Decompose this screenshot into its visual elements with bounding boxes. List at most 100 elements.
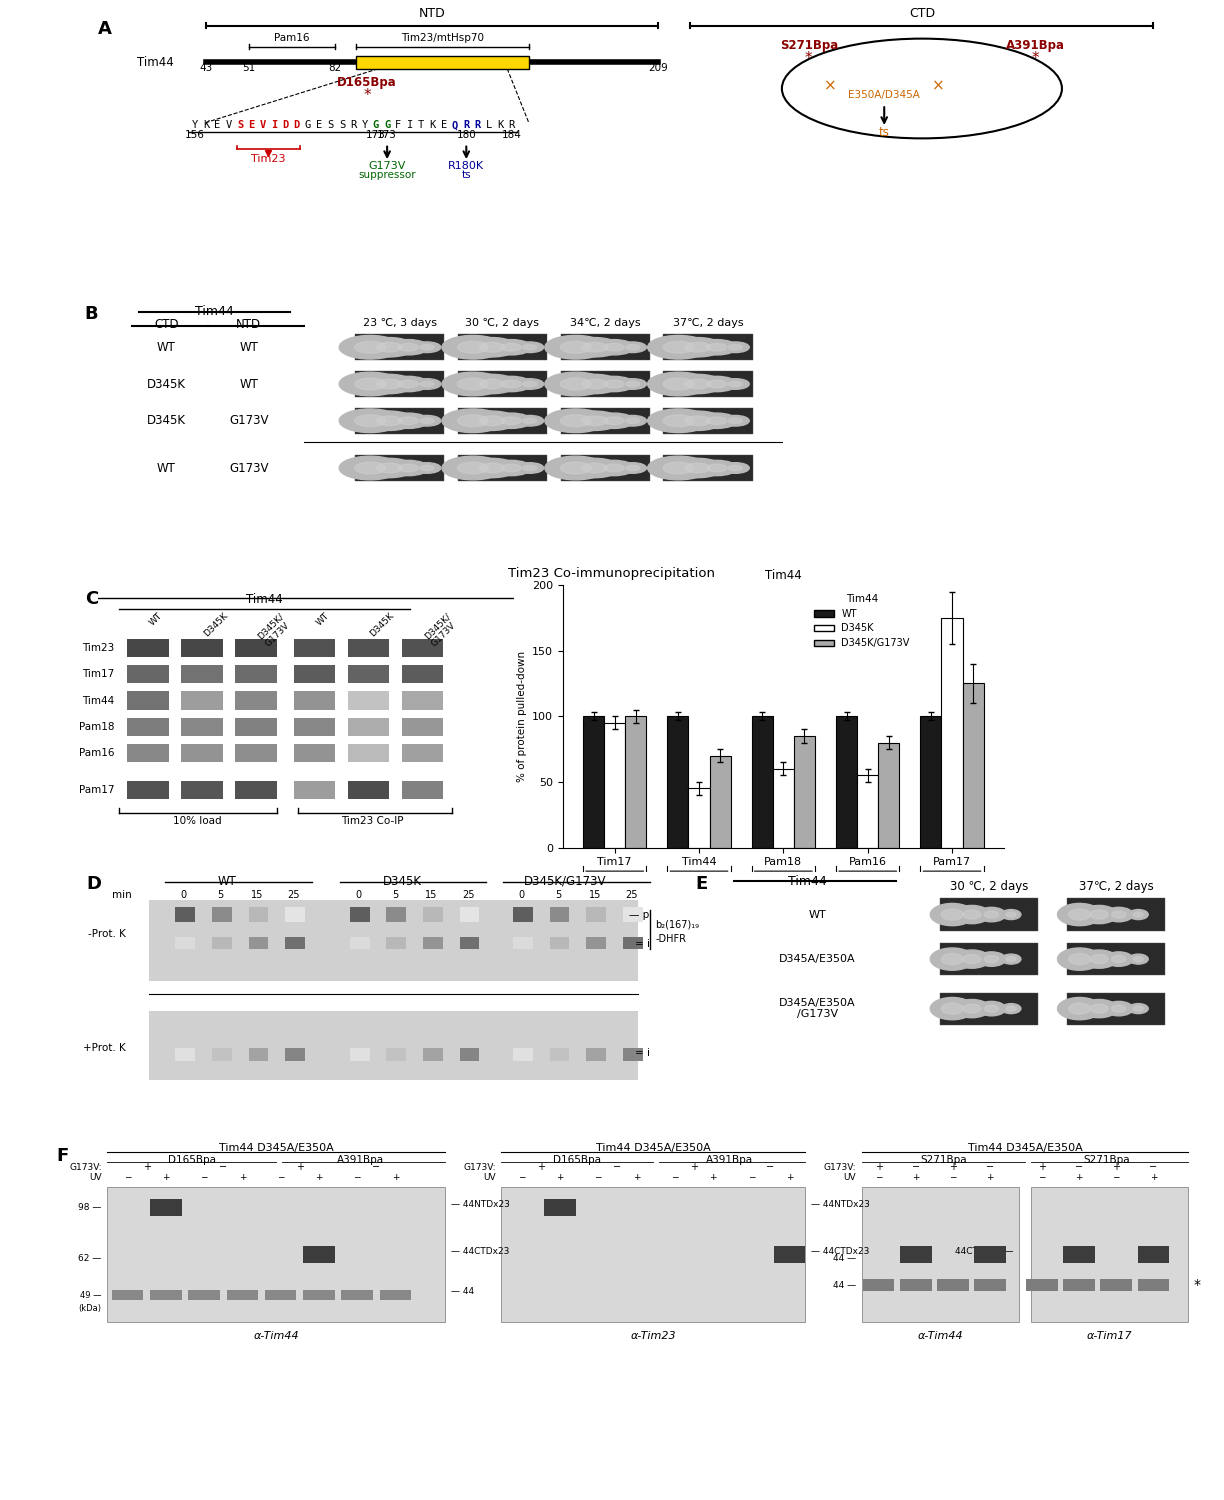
Text: −: −	[912, 1162, 919, 1172]
Bar	[151, 1290, 181, 1300]
Text: E350A/D345A: E350A/D345A	[848, 90, 920, 99]
Text: G173V:: G173V:	[824, 1162, 856, 1172]
Bar	[235, 692, 277, 709]
Circle shape	[501, 344, 521, 351]
Circle shape	[355, 416, 386, 426]
Text: +: +	[875, 1162, 883, 1172]
Bar	[355, 408, 444, 434]
Bar	[424, 908, 443, 922]
Text: −: −	[518, 1173, 525, 1182]
Circle shape	[728, 419, 742, 423]
Text: Tim44: Tim44	[195, 306, 234, 318]
Circle shape	[523, 419, 536, 423]
Text: S271Bpa: S271Bpa	[780, 39, 838, 53]
Circle shape	[545, 410, 607, 432]
Text: 43: 43	[200, 63, 212, 74]
Circle shape	[355, 462, 386, 474]
Text: Tim44 D345A/E350A: Tim44 D345A/E350A	[968, 1143, 1082, 1154]
Circle shape	[1091, 954, 1108, 963]
Circle shape	[953, 906, 990, 924]
Circle shape	[618, 342, 646, 352]
Circle shape	[501, 464, 521, 472]
Circle shape	[480, 380, 504, 388]
Text: +: +	[949, 1162, 957, 1172]
Text: −: −	[277, 1173, 284, 1182]
Circle shape	[594, 413, 634, 429]
Text: Tim44: Tim44	[788, 874, 827, 888]
Text: WT: WT	[239, 340, 258, 354]
Text: −: −	[748, 1173, 755, 1182]
Bar	[940, 993, 1038, 1024]
Bar	[350, 938, 370, 950]
Text: S: S	[339, 120, 345, 130]
Bar	[550, 908, 569, 922]
Text: −: −	[372, 1162, 381, 1172]
Text: WT: WT	[809, 909, 826, 920]
Text: D345K: D345K	[368, 612, 395, 639]
Text: = i: = i	[635, 1048, 650, 1058]
Circle shape	[941, 909, 963, 920]
Bar	[550, 938, 569, 950]
Text: D345K: D345K	[202, 612, 229, 639]
Bar	[663, 334, 753, 360]
Circle shape	[706, 464, 727, 472]
Circle shape	[930, 948, 974, 970]
Circle shape	[398, 380, 419, 388]
Text: R: R	[508, 120, 514, 130]
Circle shape	[685, 464, 710, 472]
Text: 25: 25	[461, 890, 475, 900]
Text: +: +	[143, 1162, 151, 1172]
Text: D345K: D345K	[147, 378, 186, 390]
Bar	[710, 756, 731, 847]
Bar	[1026, 1280, 1058, 1292]
Bar	[151, 1198, 181, 1216]
Text: −: −	[766, 1162, 775, 1172]
Bar	[212, 1048, 231, 1060]
Text: +: +	[556, 1173, 564, 1182]
Bar	[545, 1198, 575, 1216]
Text: S271Bpa: S271Bpa	[920, 1155, 967, 1166]
Circle shape	[696, 460, 737, 476]
Circle shape	[953, 999, 990, 1017]
Circle shape	[491, 460, 531, 476]
Text: −: −	[354, 1173, 361, 1182]
Text: — 44NTDx23: — 44NTDx23	[450, 1200, 509, 1209]
Text: 15: 15	[589, 890, 601, 900]
Text: b₂(167)₁₉: b₂(167)₁₉	[655, 920, 699, 930]
Text: NTD: NTD	[236, 318, 261, 332]
Circle shape	[930, 998, 974, 1020]
Circle shape	[364, 459, 415, 477]
Bar	[294, 664, 335, 684]
Text: 184: 184	[502, 130, 521, 141]
Circle shape	[398, 417, 419, 424]
Text: D345A/E350A: D345A/E350A	[780, 954, 856, 964]
Text: R: R	[350, 120, 356, 130]
Circle shape	[412, 462, 441, 474]
Text: +: +	[1075, 1173, 1083, 1182]
Text: +: +	[296, 1162, 304, 1172]
Text: T: T	[417, 120, 425, 130]
Text: G173V: G173V	[368, 160, 406, 171]
Circle shape	[721, 416, 749, 426]
Text: 5: 5	[217, 890, 224, 900]
Circle shape	[388, 339, 428, 356]
Circle shape	[1006, 912, 1016, 916]
Circle shape	[480, 464, 504, 472]
Circle shape	[491, 376, 531, 392]
Bar	[623, 908, 643, 922]
Circle shape	[339, 372, 401, 396]
Circle shape	[1104, 952, 1133, 966]
Circle shape	[466, 459, 518, 477]
Text: S: S	[328, 120, 334, 130]
Text: Tim44 D345A/E350A: Tim44 D345A/E350A	[219, 1143, 333, 1154]
Text: D345K: D345K	[147, 414, 186, 428]
Text: Tim23: Tim23	[82, 644, 115, 652]
Text: −: −	[1075, 1162, 1083, 1172]
Bar	[355, 334, 444, 360]
Text: −: −	[987, 1162, 994, 1172]
Circle shape	[515, 416, 543, 426]
Circle shape	[398, 344, 419, 351]
Bar	[513, 938, 532, 950]
Circle shape	[466, 338, 518, 357]
Bar	[294, 780, 335, 800]
